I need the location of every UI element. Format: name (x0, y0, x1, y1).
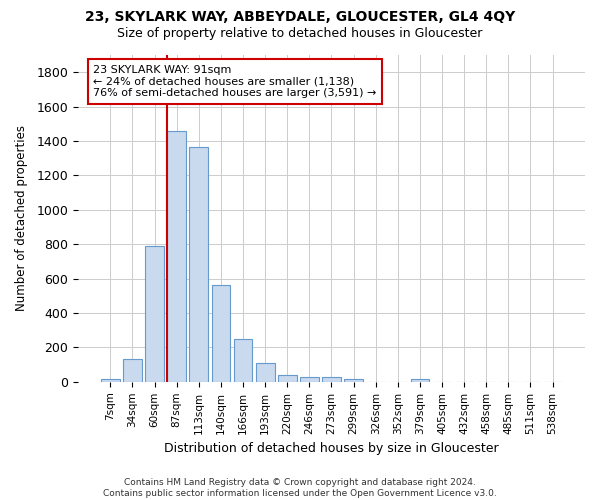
Bar (344, 378, 363, 382)
Bar (256, 363, 275, 382)
Bar (278, 376, 296, 382)
Text: 23, SKYLARK WAY, ABBEYDALE, GLOUCESTER, GL4 4QY: 23, SKYLARK WAY, ABBEYDALE, GLOUCESTER, … (85, 10, 515, 24)
Bar (300, 376, 319, 382)
Y-axis label: Number of detached properties: Number of detached properties (15, 126, 28, 312)
Text: Contains HM Land Registry data © Crown copyright and database right 2024.
Contai: Contains HM Land Registry data © Crown c… (103, 478, 497, 498)
Bar (145, 246, 164, 382)
Bar (322, 376, 341, 382)
Text: 23 SKYLARK WAY: 91sqm
← 24% of detached houses are smaller (1,138)
76% of semi-d: 23 SKYLARK WAY: 91sqm ← 24% of detached … (93, 65, 377, 98)
Bar (190, 147, 208, 382)
Bar (212, 284, 230, 382)
X-axis label: Distribution of detached houses by size in Gloucester: Distribution of detached houses by size … (164, 442, 499, 455)
Bar (123, 360, 142, 382)
Bar (410, 378, 429, 382)
Bar (101, 379, 120, 382)
Bar (233, 339, 253, 382)
Text: Size of property relative to detached houses in Gloucester: Size of property relative to detached ho… (118, 28, 482, 40)
Bar (167, 130, 186, 382)
